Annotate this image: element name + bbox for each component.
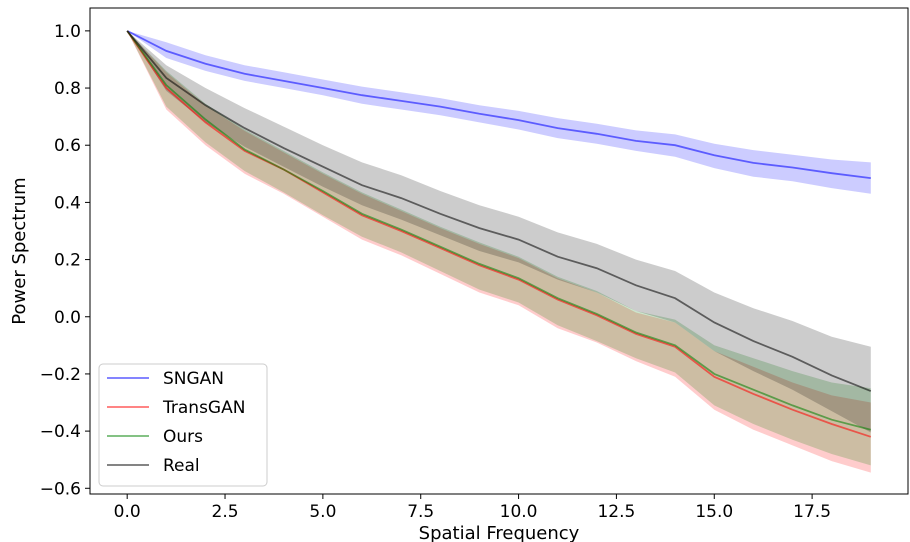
y-axis-ticks: −0.6 −0.4 −0.2 0.0 0.2 0.4 0.6 0.8 1.0 (40, 22, 90, 499)
y-tick-label: 0.2 (54, 251, 81, 271)
x-tick-label: 2.5 (212, 502, 239, 522)
band-transgan (127, 30, 871, 473)
y-tick-label: −0.4 (40, 422, 81, 442)
x-axis-label: Spatial Frequency (419, 523, 580, 542)
x-tick-label: 7.5 (407, 502, 434, 522)
y-tick-label: 1.0 (54, 22, 81, 42)
y-tick-label: 0.0 (54, 308, 81, 328)
y-tick-label: 0.6 (54, 136, 81, 156)
x-tick-label: 10.0 (500, 502, 538, 522)
legend-label-ours: Ours (163, 427, 203, 447)
y-tick-label: 0.4 (54, 193, 81, 213)
series-lines (126, 30, 872, 438)
plot-area-frame (89, 7, 909, 495)
x-tick-label: 5.0 (309, 502, 336, 522)
legend-box (98, 363, 268, 487)
x-tick-label: 12.5 (597, 502, 635, 522)
band-sngan (127, 30, 871, 194)
line-real (126, 30, 872, 392)
x-tick-label: 0.0 (114, 502, 141, 522)
band-real (127, 30, 871, 433)
confidence-bands (127, 30, 871, 473)
line-transgan (126, 30, 872, 438)
band-ours (127, 30, 871, 466)
legend-label-sngan: SNGAN (163, 369, 224, 389)
legend: SNGAN TransGAN Ours Real (98, 363, 268, 487)
y-tick-label: −0.6 (40, 479, 81, 499)
x-tick-label: 15.0 (695, 502, 733, 522)
x-tick-label: 17.5 (793, 502, 831, 522)
x-axis-ticks: 0.0 2.5 5.0 7.5 10.0 12.5 15.0 17.5 (114, 494, 831, 522)
legend-label-transgan: TransGAN (162, 398, 245, 418)
y-tick-label: −0.2 (40, 365, 81, 385)
y-axis-label: Power Spectrum (9, 177, 30, 324)
line-sngan (126, 30, 871, 179)
line-ours (126, 30, 872, 431)
y-tick-label: 0.8 (54, 79, 81, 99)
legend-label-real: Real (163, 456, 200, 476)
